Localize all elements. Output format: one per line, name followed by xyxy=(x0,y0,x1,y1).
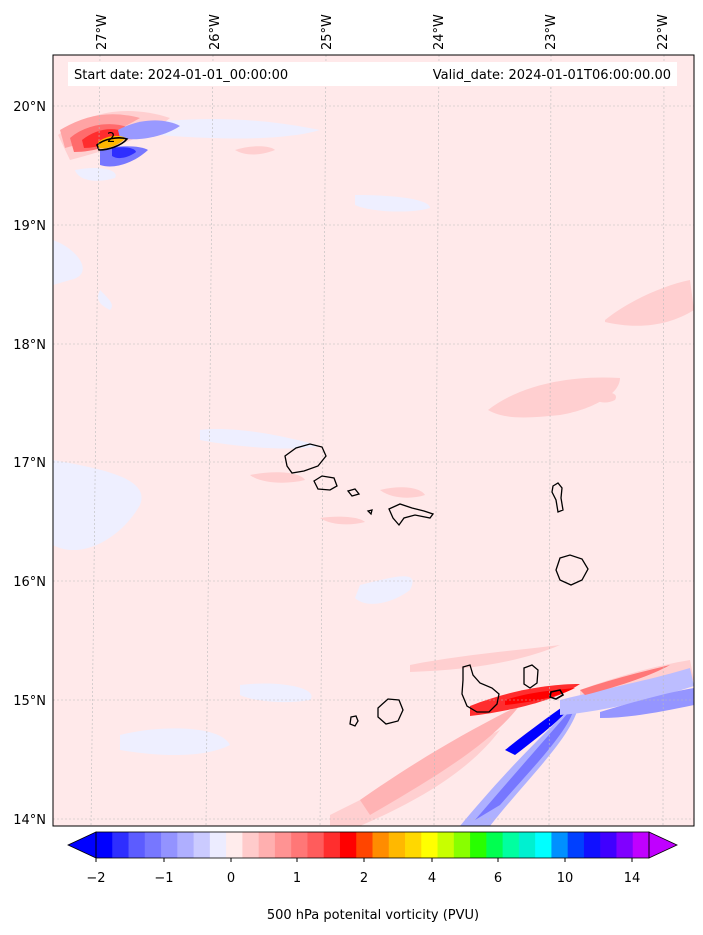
lon-label: 27°W xyxy=(95,14,110,50)
colorbar-cell xyxy=(632,832,650,858)
nw-pv-feature: 2 xyxy=(70,120,180,167)
colorbar-cell xyxy=(177,832,195,858)
colorbar-cell xyxy=(372,832,390,858)
colorbar-cell xyxy=(258,832,276,858)
contour-label: 2 xyxy=(107,131,115,146)
map-frame xyxy=(52,54,695,827)
island-santiago xyxy=(461,664,500,713)
colorbar-cell xyxy=(567,832,585,858)
island-brava xyxy=(349,715,359,727)
map-background xyxy=(53,55,694,826)
colorbar-cell xyxy=(128,832,146,858)
island-sal xyxy=(551,482,564,513)
island-sao-vicente xyxy=(313,475,338,491)
lat-label: 15°N xyxy=(13,694,46,709)
colorbar-low-extension xyxy=(67,831,97,859)
colorbar-cell xyxy=(405,832,422,858)
island-branco xyxy=(366,509,373,516)
latitude-labels: 20°N 19°N 18°N 17°N 16°N 15°N 14°N xyxy=(13,100,46,828)
longitude-labels: 27°W 26°W 25°W 24°W 23°W 22°W xyxy=(95,14,671,50)
lat-label: 19°N xyxy=(13,219,46,234)
colorbar-tick-label: 0 xyxy=(227,871,235,886)
colorbar-cell xyxy=(307,832,325,858)
valid-date-label: Valid_date: 2024-01-01T06:00:00.00 xyxy=(433,68,671,83)
lat-label: 20°N xyxy=(13,100,46,115)
colorbar-cell xyxy=(421,832,439,858)
colorbar: −2 −1 0 1 2 4 6 10 14 500 hPa potenital … xyxy=(67,831,678,923)
colorbar-ticks xyxy=(95,858,633,862)
colorbar-cell xyxy=(356,832,374,858)
colorbar-tick-labels: −2 −1 0 1 2 4 6 10 14 xyxy=(86,871,640,886)
island-sao-nicolau xyxy=(388,503,435,527)
lat-label: 16°N xyxy=(13,575,46,590)
colorbar-tick-label: −1 xyxy=(154,871,173,886)
negative-pv-patches xyxy=(53,118,694,755)
colorbar-cell xyxy=(323,832,341,858)
colorbar-cell xyxy=(193,832,211,858)
colorbar-cell xyxy=(274,832,292,858)
colorbar-cell xyxy=(242,832,260,858)
colorbar-cell xyxy=(551,832,569,858)
colorbar-frame xyxy=(95,831,650,859)
lat-label: 18°N xyxy=(13,338,46,353)
lat-label: 17°N xyxy=(13,456,46,471)
colorbar-cell xyxy=(600,832,618,858)
colorbar-tick-label: 14 xyxy=(624,871,641,886)
island-santa-luzia xyxy=(346,488,361,497)
islet-se xyxy=(549,689,565,700)
start-date-label: Start date: 2024-01-01_00:00:00 xyxy=(74,68,288,83)
colorbar-cell xyxy=(453,832,471,858)
colorbar-cell xyxy=(502,832,520,858)
lon-label: 23°W xyxy=(544,14,559,50)
island-santo-antao xyxy=(284,443,327,474)
colorbar-cell xyxy=(161,832,178,858)
colorbar-cell xyxy=(144,832,162,858)
coastlines xyxy=(284,443,589,727)
map-panel[interactable]: 2 xyxy=(53,55,694,826)
colorbar-cell xyxy=(535,832,553,858)
colorbar-tick-label: 6 xyxy=(494,871,502,886)
header-box xyxy=(68,62,677,86)
colorbar-tick-label: 4 xyxy=(428,871,436,886)
colorbar-cell xyxy=(96,832,113,858)
island-boa-vista xyxy=(555,554,589,586)
island-fogo xyxy=(377,698,404,725)
colorbar-tick-label: −2 xyxy=(86,871,105,886)
island-maio xyxy=(523,664,539,689)
colorbar-cell xyxy=(226,832,243,858)
colorbar-cell xyxy=(291,832,309,858)
colorbar-tick-label: 10 xyxy=(557,871,574,886)
colorbar-cell xyxy=(583,832,601,858)
colorbar-cell xyxy=(486,832,504,858)
colorbar-cell xyxy=(209,832,227,858)
lat-label: 14°N xyxy=(13,813,46,828)
colorbar-cell xyxy=(437,832,455,858)
colorbar-cells xyxy=(96,832,650,858)
colorbar-cell xyxy=(388,832,406,858)
lon-label: 25°W xyxy=(320,14,335,50)
colorbar-label: 500 hPa potenital vorticity (PVU) xyxy=(267,908,479,923)
colorbar-high-extension xyxy=(648,831,678,859)
lon-label: 22°W xyxy=(656,14,671,50)
colorbar-cell xyxy=(112,832,130,858)
graticule xyxy=(53,55,694,826)
colorbar-tick-label: 1 xyxy=(293,871,301,886)
lon-label: 24°W xyxy=(432,14,447,50)
colorbar-cell xyxy=(616,832,634,858)
lon-label: 26°W xyxy=(208,14,223,50)
colorbar-tick-label: 2 xyxy=(360,871,368,886)
colorbar-cell xyxy=(470,832,487,858)
colorbar-cell xyxy=(518,832,536,858)
colorbar-cell xyxy=(339,832,357,858)
